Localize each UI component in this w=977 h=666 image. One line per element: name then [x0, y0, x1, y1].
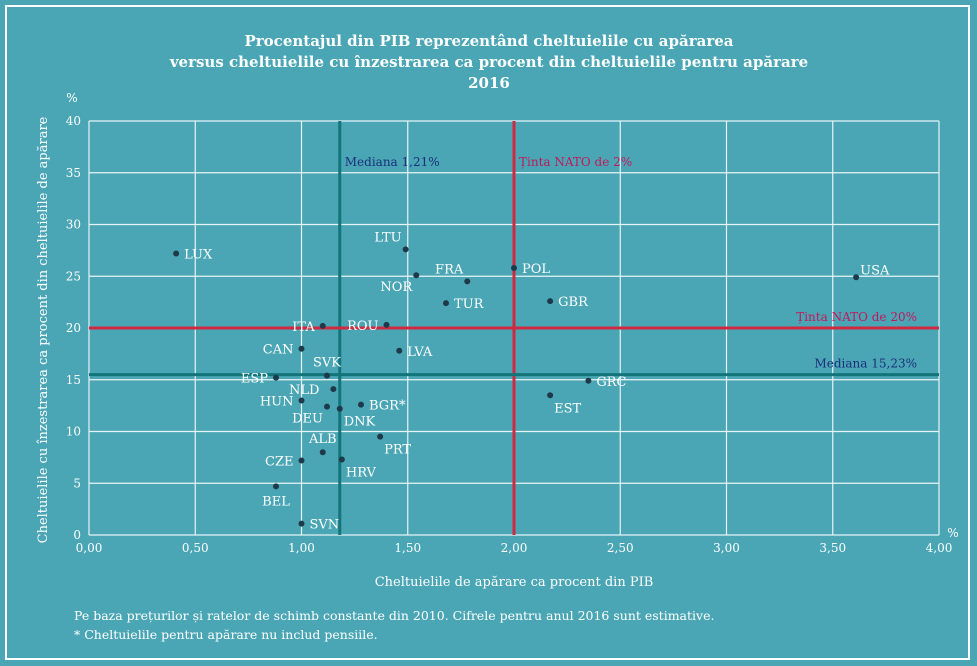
data-point-lux — [173, 250, 180, 257]
point-label-esp: ESP — [241, 372, 268, 387]
point-label-bel: BEL — [262, 494, 290, 509]
data-point-dnk — [336, 405, 343, 412]
point-label-nld: NLD — [289, 383, 319, 398]
point-label-tur: TUR — [454, 297, 485, 312]
data-point-ltu — [402, 246, 409, 253]
point-label-deu: DEU — [292, 412, 323, 427]
chart-title-line-1: Procentajul din PIB reprezentând cheltui… — [245, 32, 734, 50]
data-point-pol — [511, 264, 517, 271]
data-point-nor — [413, 272, 420, 279]
footnote-line-1: Pe baza prețurilor și ratelor de schimb … — [74, 608, 715, 623]
point-label-ita: ITA — [292, 320, 315, 335]
point-label-lva: LVA — [407, 345, 433, 360]
point-label-dnk: DNK — [344, 415, 376, 430]
point-label-hrv: HRV — [346, 465, 377, 480]
point-label-gbr: GBR — [558, 295, 589, 310]
point-label-bgr: BGR* — [369, 399, 406, 414]
y-tick-label: 5 — [73, 476, 81, 490]
chart-title-line-3: 2016 — [468, 74, 510, 92]
y-tick-label: 40 — [66, 114, 81, 128]
point-label-hun: HUN — [260, 394, 294, 409]
x-tick-label: 3,50 — [819, 541, 846, 555]
data-points: LUX LTU POL USA FRA NOR TUR GBR ITA ROU CAN LVA SVK E… — [173, 230, 890, 533]
data-point-fra — [464, 278, 471, 285]
data-point-ita — [319, 322, 326, 329]
point-label-rou: ROU — [347, 319, 378, 334]
y-tick-label: 35 — [66, 166, 81, 180]
data-point-svk — [324, 372, 330, 379]
point-label-grc: GRC — [596, 375, 626, 390]
data-point-can — [298, 345, 305, 352]
x-tick-label: 1,50 — [394, 541, 421, 555]
y-axis-label: Cheltuielile cu înzestrarea ca procent d… — [36, 116, 51, 543]
data-point-bgr — [358, 401, 364, 408]
x-axis-label: Cheltuielile de apărare ca procent din P… — [375, 575, 654, 590]
point-label-usa: USA — [860, 263, 890, 278]
data-point-lva — [396, 347, 403, 354]
data-point-tur — [443, 300, 449, 307]
data-point-gbr — [547, 298, 554, 305]
y-tick-label: 20 — [66, 321, 81, 335]
data-point-alb — [319, 449, 326, 456]
point-label-pol: POL — [522, 262, 550, 277]
data-point-nld — [330, 386, 337, 393]
y-tick-label: 25 — [66, 269, 81, 283]
data-point-hun — [298, 397, 305, 404]
point-label-fra: FRA — [435, 262, 464, 277]
data-point-bel — [273, 483, 279, 490]
footnote-line-2: * Cheltuielile pentru apărare nu includ … — [74, 627, 378, 642]
chart-frame — [5, 5, 970, 660]
data-point-hrv — [338, 456, 345, 463]
chart-title: Procentajul din PIB reprezentând cheltui… — [169, 32, 808, 92]
data-point-rou — [383, 321, 390, 328]
y-tick-label: 30 — [66, 218, 81, 232]
y-tick-label: 0 — [73, 528, 81, 542]
y-tick-label: 15 — [66, 373, 81, 387]
y-tick-labels: 0 5 10 15 20 25 30 35 40 — [66, 114, 81, 542]
point-label-lux: LUX — [184, 247, 213, 262]
median-y-line-label: Mediana 15,23% — [814, 357, 917, 371]
point-label-alb: ALB — [308, 432, 337, 447]
nato-x-line-label: Ținta NATO de 2% — [519, 155, 632, 169]
point-label-est: EST — [554, 401, 581, 416]
x-tick-label: 0,50 — [182, 541, 209, 555]
nato-y-line-label: Ținta NATO de 20% — [796, 310, 917, 324]
y-tick-label: 10 — [66, 425, 81, 439]
x-tick-labels: 0,00 0,50 1,00 1,50 2,00 2,50 3,00 3,50 4,00 — [76, 541, 953, 555]
data-point-cze — [298, 457, 305, 464]
x-tick-label: 1,00 — [288, 541, 315, 555]
x-tick-label: 0,00 — [76, 541, 103, 555]
reference-lines: Mediana 1,21% Ținta NATO de 2% Ținta NATO … — [89, 121, 939, 535]
x-tick-label: 2,50 — [607, 541, 634, 555]
x-tick-label: 2,00 — [501, 541, 528, 555]
point-label-svk: SVK — [313, 356, 341, 371]
point-label-ltu: LTU — [374, 230, 401, 245]
data-point-esp — [273, 374, 279, 381]
data-point-prt — [377, 433, 384, 440]
axis-labels: %% Cheltuielile de apărare ca procent din… — [36, 91, 959, 590]
data-point-grc — [585, 377, 592, 384]
point-label-can: CAN — [263, 343, 294, 358]
point-label-svn: SVN — [310, 518, 340, 533]
data-point-est — [547, 392, 554, 399]
data-point-svn — [298, 520, 305, 527]
x-unit-label: % — [947, 526, 958, 540]
point-label-nor: NOR — [380, 280, 413, 295]
y-unit-label: % — [66, 91, 77, 105]
data-point-usa — [853, 274, 860, 281]
x-tick-label: 4,00 — [926, 541, 953, 555]
chart-title-line-2: versus cheltuielile cu înzestrarea ca pr… — [169, 53, 808, 71]
point-label-cze: CZE — [265, 454, 293, 469]
point-label-prt: PRT — [384, 443, 411, 458]
x-tick-label: 3,00 — [713, 541, 740, 555]
data-point-deu — [324, 403, 330, 410]
median-x-line-label: Mediana 1,21% — [345, 155, 440, 169]
